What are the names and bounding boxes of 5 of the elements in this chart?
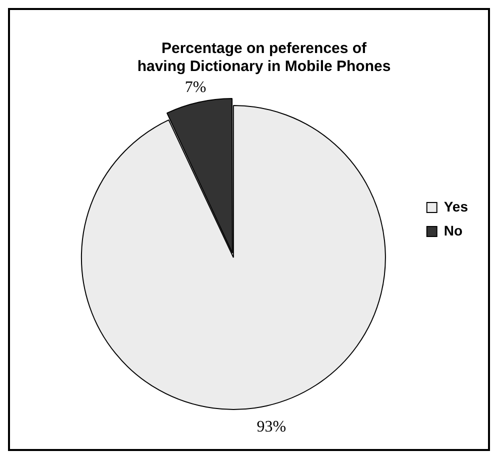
legend-label: No bbox=[444, 222, 463, 238]
data-label: 7% bbox=[184, 78, 206, 96]
legend-label: Yes bbox=[444, 198, 468, 214]
data-label: 93% bbox=[256, 418, 286, 436]
chart-title: Percentage on peferences of having Dictionary in Mobile Phones bbox=[137, 40, 391, 76]
